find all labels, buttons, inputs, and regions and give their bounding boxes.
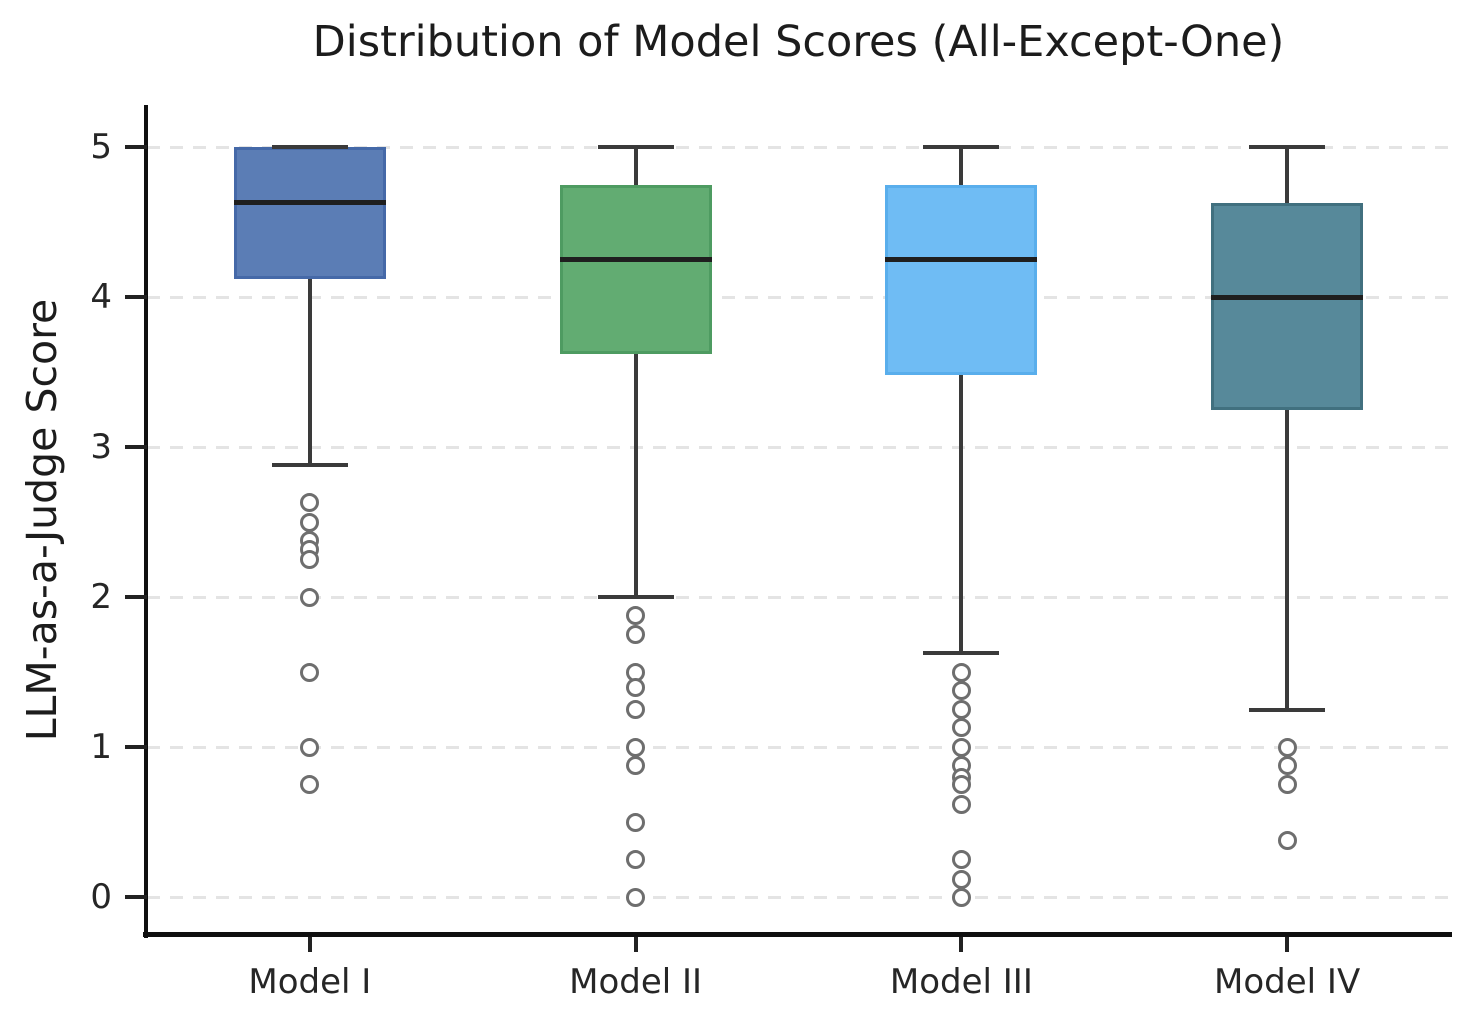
outlier-model-iii bbox=[951, 775, 971, 795]
y-tick bbox=[125, 445, 147, 450]
median-model-i bbox=[233, 200, 386, 206]
whisker-line-model-iii bbox=[959, 147, 964, 185]
y-tick bbox=[125, 895, 147, 900]
outlier-model-iv bbox=[1277, 830, 1297, 850]
y-tick bbox=[125, 595, 147, 600]
outlier-model-ii bbox=[626, 677, 646, 697]
whisker-cap-high-model-ii bbox=[597, 145, 674, 150]
outlier-model-ii bbox=[626, 625, 646, 645]
outlier-model-i bbox=[300, 493, 320, 513]
y-tick-label: 5 bbox=[90, 127, 112, 168]
outlier-model-i bbox=[300, 550, 320, 570]
outlier-model-ii bbox=[626, 737, 646, 757]
x-tick bbox=[307, 937, 312, 952]
y-tick-label: 3 bbox=[90, 427, 112, 468]
box-model-iv bbox=[1211, 202, 1364, 410]
y-tick bbox=[125, 295, 147, 300]
outlier-model-iii bbox=[951, 737, 971, 757]
gridline bbox=[147, 895, 1450, 899]
outlier-model-ii bbox=[626, 887, 646, 907]
gridline bbox=[147, 145, 1450, 149]
whisker-cap-low-model-i bbox=[271, 463, 348, 468]
outlier-model-i bbox=[300, 737, 320, 757]
whisker-line-model-ii bbox=[633, 354, 638, 598]
outlier-model-iv bbox=[1277, 737, 1297, 757]
outlier-model-ii bbox=[626, 755, 646, 775]
outlier-model-i bbox=[300, 512, 320, 532]
outlier-model-iii bbox=[951, 662, 971, 682]
gridline bbox=[147, 295, 1450, 299]
x-axis-spine bbox=[143, 932, 1452, 937]
outlier-model-iii bbox=[951, 700, 971, 720]
y-tick bbox=[125, 145, 147, 150]
whisker-cap-high-model-iii bbox=[923, 145, 1000, 150]
x-tick-label-model-iii: Model III bbox=[889, 962, 1033, 1002]
x-tick-label-model-iv: Model IV bbox=[1214, 962, 1361, 1002]
x-tick bbox=[633, 937, 638, 952]
outlier-model-i bbox=[300, 587, 320, 607]
median-model-iv bbox=[1211, 294, 1364, 300]
x-tick-label-model-i: Model I bbox=[248, 962, 372, 1002]
chart-title: Distribution of Model Scores (All-Except… bbox=[312, 17, 1285, 67]
y-tick-label: 2 bbox=[90, 577, 112, 618]
box-model-i bbox=[233, 147, 386, 280]
whisker-cap-low-model-iii bbox=[923, 650, 1000, 655]
box-model-iii bbox=[885, 184, 1038, 376]
outlier-model-i bbox=[300, 775, 320, 795]
outlier-model-iii bbox=[951, 680, 971, 700]
outlier-model-iii bbox=[951, 794, 971, 814]
whisker-line-model-iii bbox=[959, 375, 964, 653]
gridline bbox=[147, 745, 1450, 749]
whisker-line-model-iv bbox=[1285, 147, 1290, 203]
y-axis-spine bbox=[144, 105, 148, 938]
outlier-model-iii bbox=[951, 887, 971, 907]
y-tick-label: 0 bbox=[90, 877, 112, 918]
whisker-cap-low-model-iv bbox=[1249, 707, 1326, 712]
outlier-model-i bbox=[300, 662, 320, 682]
y-tick-label: 4 bbox=[90, 277, 112, 318]
whisker-line-model-iv bbox=[1285, 409, 1290, 710]
x-tick bbox=[1285, 937, 1290, 952]
whisker-cap-high-model-iv bbox=[1249, 145, 1326, 150]
outlier-model-iv bbox=[1277, 755, 1297, 775]
median-model-ii bbox=[559, 257, 712, 263]
whisker-cap-low-model-ii bbox=[597, 595, 674, 600]
outlier-model-iv bbox=[1277, 775, 1297, 795]
x-tick bbox=[959, 937, 964, 952]
gridline bbox=[147, 445, 1450, 449]
y-tick bbox=[125, 745, 147, 750]
outlier-model-iii bbox=[951, 850, 971, 870]
box-model-ii bbox=[559, 184, 712, 355]
outlier-model-ii bbox=[626, 700, 646, 720]
gridline bbox=[147, 595, 1450, 599]
x-tick-label-model-ii: Model II bbox=[569, 962, 703, 1002]
median-model-iii bbox=[885, 257, 1038, 263]
outlier-model-iii bbox=[951, 869, 971, 889]
outlier-model-ii bbox=[626, 605, 646, 625]
whisker-cap-high-model-i bbox=[271, 145, 348, 150]
whisker-line-model-i bbox=[307, 279, 312, 466]
y-tick-label: 1 bbox=[90, 727, 112, 768]
outlier-model-iii bbox=[951, 718, 971, 738]
outlier-model-ii bbox=[626, 812, 646, 832]
whisker-line-model-ii bbox=[633, 147, 638, 185]
outlier-model-ii bbox=[626, 850, 646, 870]
